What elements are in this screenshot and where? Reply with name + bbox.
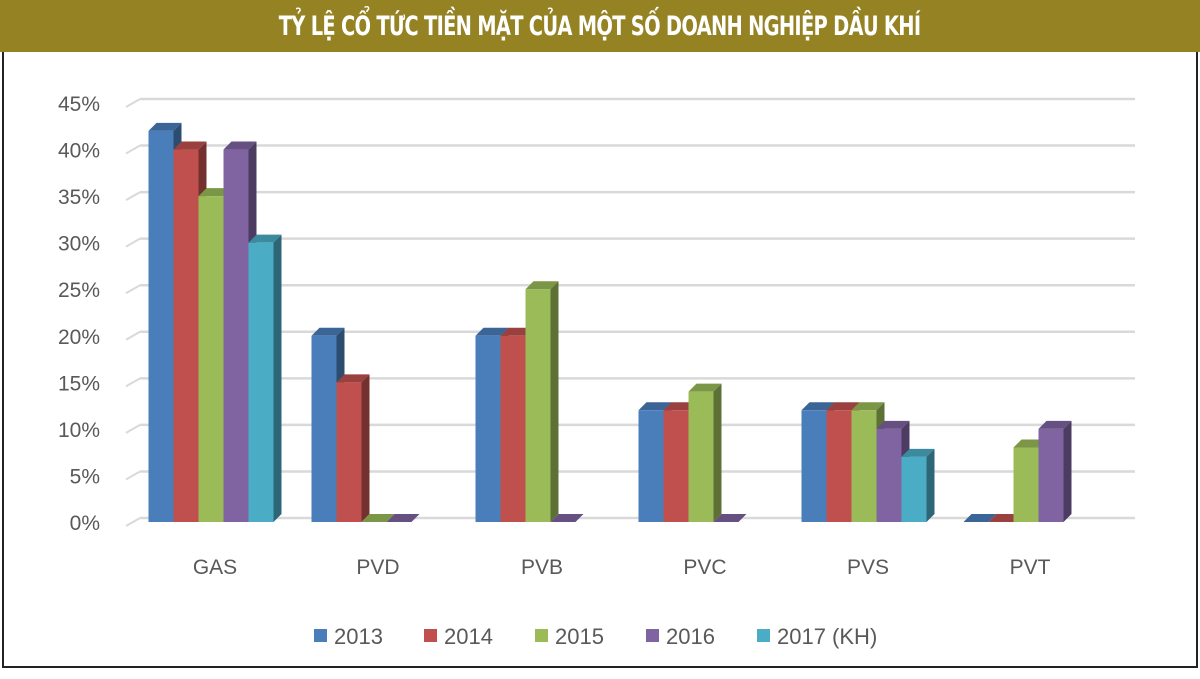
x-tick-label: PVT <box>1010 556 1051 579</box>
chart-title: TỶ LỆ CỔ TỨC TIỀN MẶT CỦA MỘT SỐ DOANH N… <box>0 0 1200 52</box>
legend-label: 2016 <box>666 624 715 649</box>
legend-label: 2017 (KH) <box>777 624 877 649</box>
legend-swatch <box>646 629 659 642</box>
x-tick-label: GAS <box>193 556 237 579</box>
x-tick-label: PVC <box>683 556 726 579</box>
bar <box>851 410 877 522</box>
bar <box>223 149 249 523</box>
bar-top <box>386 514 420 522</box>
legend-label: 2015 <box>555 624 604 649</box>
bar-top <box>500 327 534 336</box>
bar-side <box>1063 420 1072 522</box>
bar-top <box>963 514 997 522</box>
y-tick-label: 30% <box>58 233 100 256</box>
legend-swatch <box>535 629 548 642</box>
bar <box>1038 428 1064 522</box>
gridline-side <box>125 330 141 341</box>
bar <box>500 335 526 522</box>
bar <box>801 410 827 522</box>
x-tick-label: PVS <box>847 556 889 579</box>
y-tick-label: 0% <box>70 512 100 535</box>
y-tick-label: 45% <box>58 93 100 116</box>
y-tick-label: 10% <box>58 419 100 442</box>
bar <box>1013 447 1039 522</box>
y-tick-label: 5% <box>70 465 100 488</box>
bar-top <box>550 514 584 522</box>
bar <box>663 410 689 522</box>
bar-side <box>361 374 370 522</box>
bar <box>876 428 902 522</box>
gridline-side <box>125 237 141 248</box>
bar <box>148 130 174 522</box>
chart-frame <box>2 52 1198 668</box>
bar-top <box>173 141 207 150</box>
bar-top <box>361 514 395 522</box>
bar <box>638 410 664 522</box>
bar-top <box>901 448 935 457</box>
bar-top <box>663 402 697 411</box>
bar-top <box>336 374 370 383</box>
bar-top <box>851 402 885 411</box>
x-tick-label: PVD <box>356 556 399 579</box>
bar <box>688 391 714 522</box>
bar-top <box>1013 439 1047 448</box>
bar-top <box>198 188 232 197</box>
bar-top <box>688 383 722 392</box>
gridline-side <box>125 517 141 527</box>
bar <box>311 335 337 522</box>
bar-top <box>248 234 282 243</box>
bar-top <box>713 514 747 522</box>
bar <box>475 335 501 522</box>
y-tick-label: 20% <box>58 326 100 349</box>
bar <box>248 242 274 522</box>
legend-label: 2014 <box>444 624 493 649</box>
bar-top <box>638 402 672 411</box>
bar <box>525 289 551 522</box>
bar-top <box>826 402 860 411</box>
legend-swatch <box>424 629 437 642</box>
bar-side <box>273 234 282 522</box>
y-tick-label: 40% <box>58 140 100 163</box>
bar-side <box>713 383 722 522</box>
bar <box>173 149 199 523</box>
bar-top <box>148 122 182 131</box>
legend-swatch <box>757 629 770 642</box>
gridline-side <box>125 191 141 201</box>
bar-top <box>988 514 1022 522</box>
bar-top <box>525 281 559 290</box>
gridline-side <box>125 98 141 108</box>
gridline-side <box>125 424 141 434</box>
x-tick-label: PVB <box>521 556 563 579</box>
gridline-side <box>125 377 141 388</box>
y-tick-label: 15% <box>58 372 100 395</box>
bar-top <box>801 402 835 411</box>
bar <box>198 196 224 522</box>
legend-label: 2013 <box>334 624 383 649</box>
y-tick-label: 35% <box>58 186 100 209</box>
bar <box>826 410 852 522</box>
legend-swatch <box>314 629 327 642</box>
bar <box>336 382 362 522</box>
bar-top <box>311 327 345 336</box>
bar-top <box>876 420 910 429</box>
bar-top <box>223 141 257 150</box>
bar-side <box>926 448 935 522</box>
y-tick-label: 25% <box>58 279 100 302</box>
gridline-side <box>125 284 141 295</box>
gridline-side <box>125 144 141 155</box>
bar-side <box>550 281 559 522</box>
bar-top <box>1038 420 1072 429</box>
gridline-side <box>125 470 141 481</box>
bar-top <box>475 327 509 336</box>
bar <box>901 456 927 522</box>
